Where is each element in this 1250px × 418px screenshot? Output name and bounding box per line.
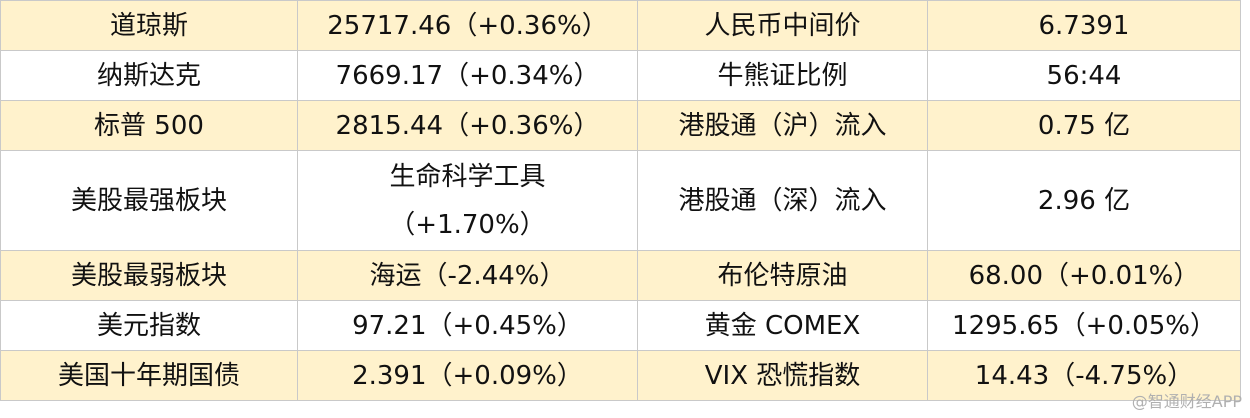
table-cell: 56:44 <box>927 50 1241 101</box>
table-cell: 2.391（+0.09%） <box>297 350 638 401</box>
table-cell: 2815.44（+0.36%） <box>297 100 638 151</box>
market-table: 道琼斯 25717.46（+0.36%） 人民币中间价 6.7391 纳斯达克 7669.… <box>0 0 1241 401</box>
table-cell: 6.7391 <box>927 0 1241 51</box>
table-cell: 25717.46（+0.36%） <box>297 0 638 51</box>
table-row: 美股最弱板块 海运（-2.44%） 布伦特原油 68.00（+0.01%） <box>0 250 1241 301</box>
table-cell: 美股最强板块 <box>0 150 298 251</box>
table-cell: 1295.65（+0.05%） <box>927 300 1241 351</box>
table-row: 美股最强板块 生命科学工具 （+1.70%） 港股通（深）流入 2.96 亿 <box>0 150 1241 251</box>
cell-line: （+1.70%） <box>389 209 546 240</box>
table-cell: 68.00（+0.01%） <box>927 250 1241 301</box>
table-cell: 美元指数 <box>0 300 298 351</box>
table-cell: 纳斯达克 <box>0 50 298 101</box>
table-row: 美元指数 97.21（+0.45%） 黄金 COMEX 1295.65（+0.05%） <box>0 300 1241 351</box>
table-cell: 标普 500 <box>0 100 298 151</box>
table-cell: VIX 恐慌指数 <box>637 350 928 401</box>
table-cell: 黄金 COMEX <box>637 300 928 351</box>
table-cell: 港股通（沪）流入 <box>637 100 928 151</box>
table-cell: 布伦特原油 <box>637 250 928 301</box>
table-cell: 97.21（+0.45%） <box>297 300 638 351</box>
table-cell: 海运（-2.44%） <box>297 250 638 301</box>
watermark: @智通财经APP <box>1131 392 1242 411</box>
table-cell: 牛熊证比例 <box>637 50 928 101</box>
table-cell: 7669.17（+0.34%） <box>297 50 638 101</box>
table-row: 纳斯达克 7669.17（+0.34%） 牛熊证比例 56:44 <box>0 50 1241 101</box>
table-cell: 美国十年期国债 <box>0 350 298 401</box>
table-cell: 14.43（-4.75%） <box>927 350 1241 401</box>
table-cell: 0.75 亿 <box>927 100 1241 151</box>
table-cell: 人民币中间价 <box>637 0 928 51</box>
table-row: 标普 500 2815.44（+0.36%） 港股通（沪）流入 0.75 亿 <box>0 100 1241 151</box>
cell-line: 生命科学工具 <box>389 161 546 192</box>
table-cell: 生命科学工具 （+1.70%） <box>297 150 638 251</box>
table-cell: 2.96 亿 <box>927 150 1241 251</box>
table-row: 道琼斯 25717.46（+0.36%） 人民币中间价 6.7391 <box>0 0 1241 51</box>
table-cell: 道琼斯 <box>0 0 298 51</box>
table-cell: 港股通（深）流入 <box>637 150 928 251</box>
table-cell: 美股最弱板块 <box>0 250 298 301</box>
table-row: 美国十年期国债 2.391（+0.09%） VIX 恐慌指数 14.43（-4.75%… <box>0 350 1241 401</box>
